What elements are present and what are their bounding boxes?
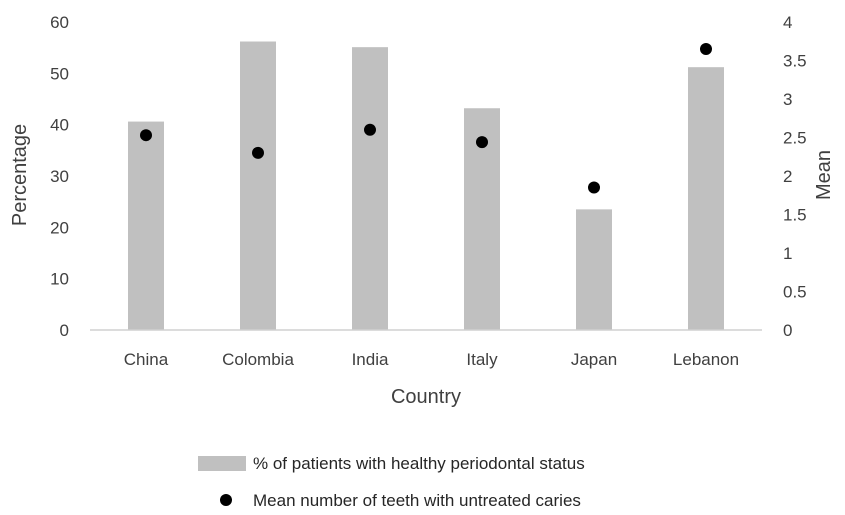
y2-tick-label: 0: [783, 321, 792, 340]
point-series: [140, 42, 712, 194]
legend-point-label: Mean number of teeth with untreated cari…: [253, 491, 581, 510]
right-axis-ticks: 0 0.5 1 1.5 2 2.5 3 3.5 4: [783, 13, 807, 340]
y2-axis-title: Mean: [813, 150, 835, 200]
y2-tick-label: 2: [783, 167, 792, 186]
bar-india: [352, 47, 388, 331]
legend-point-swatch: [220, 494, 232, 506]
y-tick-label: 0: [60, 321, 69, 340]
point-japan: [588, 181, 600, 194]
point-china: [140, 129, 152, 142]
y2-tick-label: 1.5: [783, 206, 807, 225]
legend-bar-swatch: [198, 456, 246, 471]
y2-tick-label: 1: [783, 244, 792, 263]
bar-china: [128, 121, 164, 330]
y-tick-label: 30: [50, 167, 69, 186]
x-tick-label: India: [352, 350, 389, 369]
y2-tick-label: 4: [783, 13, 792, 32]
bar-colombia: [240, 41, 276, 331]
x-tick-label: China: [124, 350, 169, 369]
point-india: [364, 123, 376, 136]
x-tick-label: Colombia: [222, 350, 294, 369]
left-axis-ticks: 0 10 20 30 40 50 60: [50, 13, 69, 340]
x-tick-label: Italy: [466, 350, 498, 369]
y2-tick-label: 2.5: [783, 129, 807, 148]
y-tick-label: 40: [50, 116, 69, 135]
y2-tick-label: 3: [783, 90, 792, 109]
y-tick-label: 10: [50, 270, 69, 289]
x-tick-label: Japan: [571, 350, 617, 369]
y-tick-label: 20: [50, 218, 69, 237]
y-axis-title: Percentage: [9, 124, 31, 226]
x-axis-title: Country: [391, 386, 461, 408]
y2-tick-label: 3.5: [783, 52, 807, 71]
y2-tick-label: 0.5: [783, 283, 807, 302]
bar-series: [128, 41, 724, 331]
legend-bar-label: % of patients with healthy periodontal s…: [253, 454, 585, 473]
point-italy: [476, 136, 488, 149]
bar-japan: [576, 209, 612, 330]
point-lebanon: [700, 42, 712, 55]
legend: % of patients with healthy periodontal s…: [198, 454, 585, 510]
bar-lebanon: [688, 67, 724, 330]
point-colombia: [252, 146, 264, 159]
x-axis-ticks: China Colombia India Italy Japan Lebanon: [124, 350, 739, 369]
x-tick-label: Lebanon: [673, 350, 739, 369]
y-tick-label: 60: [50, 13, 69, 32]
y-tick-label: 50: [50, 64, 69, 83]
